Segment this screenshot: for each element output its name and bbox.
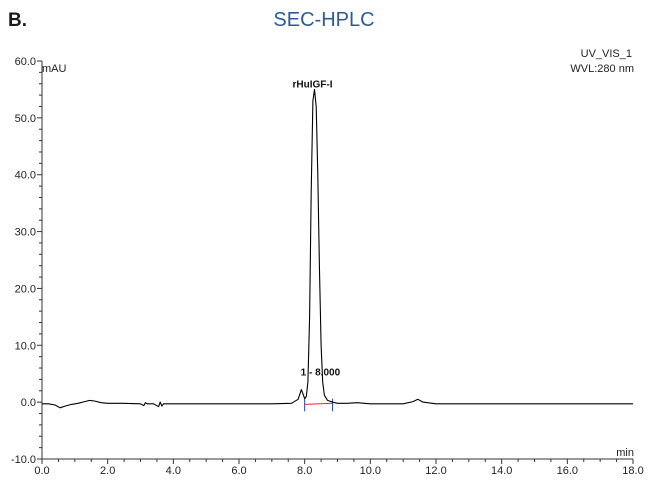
y-tick-label: -10.0: [11, 454, 36, 466]
x-tick-label: 14.0: [491, 465, 512, 477]
y-tick-label: 60.0: [15, 56, 36, 68]
x-tick-label: 10.0: [360, 465, 381, 477]
x-tick-label: 18.0: [622, 465, 643, 477]
channel-label: UV_VIS_1: [581, 48, 632, 60]
x-tick-label: 12.0: [425, 465, 446, 477]
y-tick-label: 50.0: [15, 113, 36, 125]
peak-label: rHuIGF-I: [293, 79, 333, 90]
x-tick-label: 8.0: [297, 465, 312, 477]
x-tick-label: 16.0: [557, 465, 578, 477]
y-tick-label: 40.0: [15, 170, 36, 182]
y-tick-label: 20.0: [15, 283, 36, 295]
x-tick-label: 2.0: [100, 465, 115, 477]
x-axis-label: min: [616, 447, 634, 459]
plot-area: -10.00.010.020.030.040.050.060.00.0 2.0 4.…: [11, 56, 644, 477]
y-tick-label: 30.0: [15, 227, 36, 239]
wavelength-label: WVL:280 nm: [570, 63, 634, 75]
y-axis-label: mAU: [42, 63, 67, 75]
x-tick-label: 4.0: [166, 465, 181, 477]
x-tick-label: 0.0: [34, 465, 49, 477]
x-tick-label: 6.0: [231, 465, 246, 477]
integration-baseline: [304, 402, 333, 405]
y-tick-label: 10.0: [15, 340, 36, 352]
chromatogram-trace: [42, 88, 633, 409]
panel-label: B.: [8, 10, 27, 31]
chart-title: SEC-HPLC: [273, 9, 375, 31]
peak-annotation: 1 - 8.000: [301, 368, 341, 379]
y-tick-label: 0.0: [21, 397, 36, 409]
